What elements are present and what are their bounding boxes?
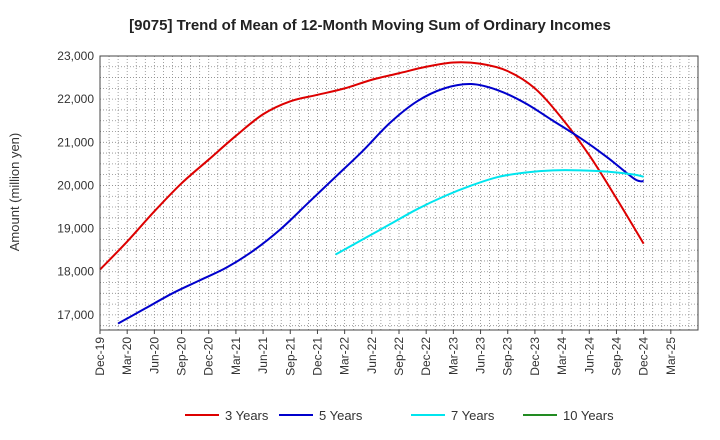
plot-frame [99,55,699,331]
x-tick-label: Dec-20 [202,337,216,376]
x-tick-label: Jun-24 [582,337,596,374]
x-tick-label: Jun-20 [147,337,161,374]
legend-item-3-years: 3 Years [185,408,269,423]
x-tick-label: Dec-21 [310,337,324,376]
x-tick-label: Dec-23 [528,337,542,376]
x-tick-label: Mar-23 [446,337,460,375]
y-tick-label: 22,000 [57,92,94,106]
y-axis-label: Amount (million yen) [7,133,22,252]
x-tick-label: Sep-22 [392,337,406,376]
legend-item-5-years: 5 Years [279,408,363,423]
x-tick-label: Dec-22 [419,337,433,376]
x-tick-label: Sep-23 [501,337,515,376]
series-line-5-years [117,83,644,325]
x-axis-ticks: Dec-19 Mar-20 Jun-20 Sep-20 Dec-20 Mar-21 Jun-… [93,330,678,376]
y-tick-label: 23,000 [57,49,94,63]
x-tick-label: Mar-25 [664,337,678,375]
x-tick-label: Mar-24 [555,337,569,375]
x-tick-label: Sep-24 [609,337,623,376]
y-axis-ticks: 17,000 18,000 19,000 20,000 21,000 22,000 23,0… [57,49,94,322]
y-tick-label: 18,000 [57,265,94,279]
x-tick-label: Mar-21 [229,337,243,375]
series-line-7-years [335,169,644,256]
chart-title: [9075] Trend of Mean of 12-Month Moving … [129,17,611,34]
series-lines [99,61,645,325]
legend-label: 5 Years [319,408,363,423]
y-tick-label: 17,000 [57,308,94,322]
y-tick-label: 21,000 [57,135,94,149]
x-tick-label: Jun-22 [365,337,379,374]
legend-label: 7 Years [451,408,495,423]
x-tick-label: Sep-21 [283,337,297,376]
x-tick-label: Jun-23 [474,337,488,374]
x-tick-label: Jun-21 [256,337,270,374]
y-tick-label: 19,000 [57,222,94,236]
x-tick-label: Mar-20 [120,337,134,375]
legend-label: 10 Years [563,408,614,423]
x-tick-label: Sep-20 [175,337,189,376]
x-tick-label: Mar-22 [338,337,352,375]
y-tick-label: 20,000 [57,178,94,192]
legend-item-10-years: 10 Years [523,408,614,423]
series-line-3-years [99,61,645,271]
grid [100,56,698,330]
legend-label: 3 Years [225,408,269,423]
legend: 3 Years 5 Years 7 Years 10 Years [185,408,614,423]
x-tick-label: Dec-19 [93,337,107,376]
x-tick-label: Dec-24 [637,337,651,376]
legend-item-7-years: 7 Years [411,408,495,423]
